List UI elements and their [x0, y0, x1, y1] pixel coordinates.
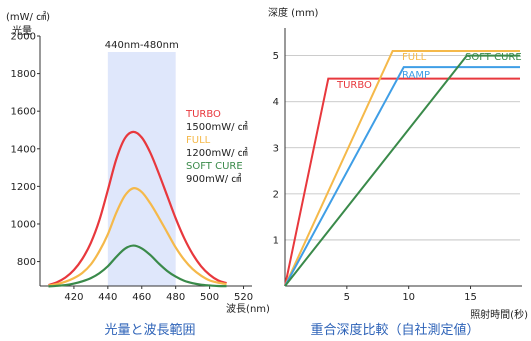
right-y-tick-label: 3	[273, 143, 279, 154]
label-turbo: TURBO	[336, 80, 372, 91]
right-y-ticks: 1 2 3 4 5	[273, 51, 279, 246]
right-gridlines	[285, 55, 520, 241]
right-x-tick-label: 15	[464, 292, 477, 303]
band-label: 440nm-480nm	[105, 40, 179, 51]
cure-depth-chart: 深度 (mm) 1 2 3 4 5 5 10 15 照射時間(秒) TURBO FULL R…	[268, 6, 528, 338]
series-line-ramp	[284, 66, 520, 287]
label-full: FULL	[402, 52, 427, 63]
legend-softcure-power: 900mW/ ㎠	[186, 173, 241, 185]
left-y-axis-title: 光量	[12, 24, 32, 37]
right-x-axis-title: 照射時間(秒)	[470, 308, 528, 321]
right-y-tick-label: 2	[273, 189, 279, 200]
left-x-tick-label: 420	[64, 292, 83, 303]
right-x-tick-label: 10	[402, 292, 415, 303]
left-x-tick-label: 440	[98, 292, 117, 303]
legend-softcure-name: SOFT CURE	[186, 161, 243, 172]
right-caption: 重合深度比較（自社測定値）	[310, 322, 479, 338]
series-line-turbo	[48, 130, 227, 287]
right-y-tick-label: 1	[273, 235, 279, 246]
left-y-tick-label: 800	[17, 257, 36, 268]
left-unit-label: (mW/ ㎠)	[6, 11, 50, 23]
series-line-soft-cure	[284, 54, 520, 287]
series-line-full	[48, 187, 227, 287]
series-line-soft-cure	[48, 244, 227, 288]
left-legend: TURBO 1500mW/ ㎠ FULL 1200mW/ ㎠ SOFT CURE…	[185, 109, 248, 185]
wavelength-chart: 440nm-480nm (mW/ ㎠) 光量 800 1000 1200 1400 16…	[6, 11, 270, 338]
left-x-tick-label: 500	[200, 292, 219, 303]
right-y-axis-title: 深度 (mm)	[268, 6, 319, 19]
left-series-lines	[48, 130, 227, 288]
legend-turbo-power: 1500mW/ ㎠	[186, 121, 248, 133]
series-line-turbo	[284, 77, 520, 287]
series-line-full	[284, 50, 520, 287]
right-x-ticks: 5 10 15	[344, 286, 477, 303]
right-y-tick-label: 4	[273, 97, 279, 108]
left-x-ticks: 420 440 460 480 500 520	[64, 286, 253, 303]
legend-turbo-name: TURBO	[185, 109, 221, 120]
left-x-tick-label: 480	[166, 292, 185, 303]
left-y-tick-label: 1800	[11, 69, 36, 80]
wavelength-band	[107, 52, 176, 286]
left-y-tick-label: 1600	[11, 107, 36, 118]
label-softcure: SOFT CURE	[465, 52, 522, 63]
left-y-tick-label: 2000	[11, 32, 36, 43]
legend-full-power: 1200mW/ ㎠	[186, 147, 248, 159]
label-ramp: RAMP	[402, 70, 430, 81]
right-series-lines	[284, 50, 520, 287]
right-y-tick-label: 5	[273, 51, 279, 62]
legend-full-name: FULL	[186, 135, 211, 146]
left-caption: 光量と波長範囲	[104, 323, 195, 338]
left-y-tick-label: 1400	[11, 144, 36, 155]
right-x-tick-label: 5	[344, 292, 350, 303]
left-y-ticks: 800 1000 1200 1400 1600 1800 2000	[11, 32, 40, 268]
left-y-tick-label: 1200	[11, 182, 36, 193]
left-y-tick-label: 1000	[11, 219, 36, 230]
left-x-axis-title: 波長(nm)	[226, 302, 270, 315]
left-x-tick-label: 460	[132, 292, 151, 303]
right-legend: TURBO FULL RAMP SOFT CURE	[336, 52, 522, 91]
left-x-tick-label: 520	[234, 292, 253, 303]
